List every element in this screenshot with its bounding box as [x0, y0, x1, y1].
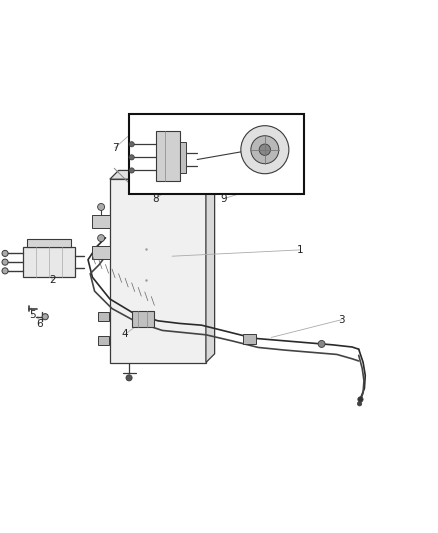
Text: 3: 3	[338, 315, 345, 325]
Text: 1: 1	[297, 245, 303, 255]
Circle shape	[129, 155, 134, 160]
Bar	[155, 131, 180, 181]
Text: 8: 8	[152, 194, 159, 204]
Circle shape	[98, 235, 105, 241]
Polygon shape	[110, 179, 206, 362]
Polygon shape	[206, 171, 215, 362]
Circle shape	[241, 126, 289, 174]
Bar	[27, 239, 71, 247]
Circle shape	[358, 397, 363, 402]
Bar	[243, 334, 256, 344]
Bar	[180, 142, 186, 173]
Circle shape	[129, 142, 134, 147]
Bar	[98, 336, 109, 345]
Circle shape	[259, 144, 271, 156]
Circle shape	[251, 136, 279, 164]
Text: 4: 4	[122, 329, 128, 339]
Polygon shape	[110, 171, 215, 179]
Circle shape	[42, 313, 48, 320]
Circle shape	[2, 259, 8, 265]
Bar	[92, 215, 110, 228]
Circle shape	[126, 375, 132, 381]
Bar	[22, 247, 75, 277]
Text: 7: 7	[112, 143, 118, 153]
Circle shape	[357, 401, 362, 406]
Circle shape	[2, 251, 8, 256]
Text: 2: 2	[49, 276, 56, 286]
Circle shape	[98, 204, 105, 211]
Text: 9: 9	[220, 194, 227, 204]
Bar	[92, 246, 110, 259]
Bar	[98, 312, 109, 321]
Circle shape	[318, 341, 325, 348]
Bar	[130, 114, 304, 195]
Bar	[132, 311, 153, 327]
Circle shape	[129, 168, 134, 173]
Text: 5: 5	[29, 310, 35, 320]
Circle shape	[2, 268, 8, 274]
Text: 6: 6	[36, 319, 42, 329]
